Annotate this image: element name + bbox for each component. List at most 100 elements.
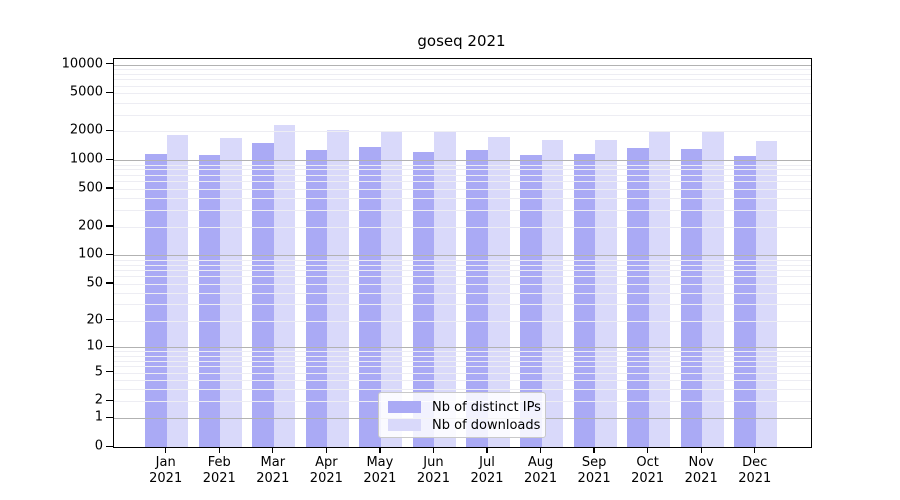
x-tick-label-jan: Jan 2021 (149, 455, 183, 486)
minor-gridline-900 (114, 164, 811, 166)
bar-downloads-dec (755, 141, 778, 447)
minor-gridline-9 (114, 351, 811, 353)
y-tick-100 (106, 253, 113, 256)
major-gridline-10000 (114, 64, 811, 66)
bar-distinct-ips-oct (627, 147, 649, 447)
minor-gridline-50 (114, 283, 811, 285)
legend-label: Nb of downloads (432, 417, 541, 433)
minor-gridline-700 (114, 174, 811, 176)
bar-downloads-jan (166, 134, 189, 447)
minor-gridline-70 (114, 270, 811, 271)
minor-gridline-20 (114, 320, 811, 322)
y-tick-label-500: 500 (78, 180, 103, 196)
bar-downloads-may (380, 130, 403, 447)
y-tick-2000 (106, 129, 113, 132)
y-tick-10000 (106, 63, 113, 65)
bar-distinct-ips-feb (198, 155, 221, 447)
bar-distinct-ips-aug (519, 155, 542, 447)
minor-gridline-4 (114, 380, 811, 382)
bar-distinct-ips-may (359, 146, 381, 447)
x-tick-feb (218, 447, 220, 453)
bar-downloads-jul (488, 136, 510, 447)
minor-gridline-6 (114, 366, 811, 368)
legend-item-distinct-ips: Nb of distinct IPs (388, 399, 541, 415)
minor-gridline-5 (114, 372, 811, 374)
minor-gridline-3000 (114, 114, 811, 116)
x-tick-dec (754, 447, 756, 453)
y-tick-5000 (106, 91, 113, 94)
minor-gridline-60 (114, 276, 811, 278)
minor-gridline-8 (114, 355, 811, 357)
x-tick-label-jun: Jun 2021 (416, 455, 450, 486)
y-tick-label-100: 100 (78, 246, 103, 262)
legend-swatch-downloads (388, 419, 421, 431)
y-tick-label-0: 0 (94, 438, 103, 454)
minor-gridline-400 (114, 198, 811, 200)
x-tick-jan (165, 447, 167, 453)
y-tick-label-5000: 5000 (69, 84, 103, 100)
y-tick-label-10000: 10000 (61, 56, 103, 72)
y-tick-1000 (106, 158, 113, 160)
y-tick-20 (106, 319, 113, 321)
minor-gridline-30 (114, 304, 811, 306)
y-tick-50 (106, 282, 113, 284)
bar-downloads-oct (648, 131, 671, 447)
x-tick-jul (486, 447, 488, 453)
legend-swatch-distinct-ips (388, 401, 421, 413)
y-tick-5 (106, 371, 113, 373)
x-tick-label-feb: Feb 2021 (202, 455, 236, 486)
minor-gridline-6000 (114, 85, 811, 87)
bar-distinct-ips-mar (252, 143, 274, 447)
y-tick-10 (106, 345, 113, 348)
bar-downloads-feb (220, 137, 242, 447)
minor-gridline-7000 (114, 79, 811, 81)
legend-item-downloads: Nb of downloads (388, 417, 541, 433)
minor-gridline-9000 (114, 68, 811, 70)
major-gridline-100 (114, 255, 811, 257)
minor-gridline-600 (114, 181, 811, 183)
x-tick-aug (539, 447, 542, 453)
legend-label: Nb of distinct IPs (432, 399, 541, 415)
minor-gridline-90 (114, 259, 811, 261)
minor-gridline-80 (114, 264, 811, 266)
x-tick-label-aug: Aug 2021 (524, 455, 558, 486)
x-tick-apr (325, 447, 328, 453)
bar-distinct-ips-dec (734, 156, 756, 447)
chart-title: goseq 2021 (417, 32, 506, 50)
bar-downloads-mar (273, 124, 296, 447)
minor-gridline-40 (114, 292, 811, 294)
bar-downloads-apr (327, 129, 349, 447)
minor-gridline-3 (114, 389, 811, 391)
y-tick-1 (106, 416, 113, 419)
minor-gridline-800 (114, 169, 811, 171)
x-tick-jun (432, 447, 435, 453)
plot-area (113, 58, 812, 448)
y-tick-label-20: 20 (86, 312, 103, 328)
x-tick-label-oct: Oct 2021 (631, 455, 665, 486)
x-tick-sep (593, 447, 595, 453)
minor-gridline-500 (114, 188, 811, 190)
minor-gridline-300 (114, 210, 811, 211)
x-tick-may (379, 447, 381, 453)
x-tick-oct (646, 447, 649, 453)
major-gridline-10 (114, 347, 811, 349)
x-tick-label-nov: Nov 2021 (684, 455, 718, 486)
x-tick-label-apr: Apr 2021 (309, 455, 343, 486)
plot-canvas (114, 59, 811, 447)
y-tick-label-200: 200 (78, 218, 103, 234)
bar-distinct-ips-nov (680, 148, 703, 447)
minor-gridline-200 (114, 226, 811, 228)
major-gridline-1000 (114, 160, 811, 162)
bar-distinct-ips-apr (305, 149, 328, 447)
y-tick-label-50: 50 (86, 275, 103, 291)
x-tick-mar (272, 447, 274, 453)
x-tick-label-dec: Dec 2021 (738, 455, 772, 486)
x-tick-label-mar: Mar 2021 (256, 455, 290, 486)
y-tick-500 (106, 187, 113, 189)
minor-gridline-2000 (114, 131, 811, 133)
y-tick-0 (106, 445, 113, 447)
y-tick-label-2000: 2000 (69, 122, 103, 138)
y-tick-label-2: 2 (94, 392, 103, 408)
y-tick-label-1000: 1000 (69, 151, 103, 167)
